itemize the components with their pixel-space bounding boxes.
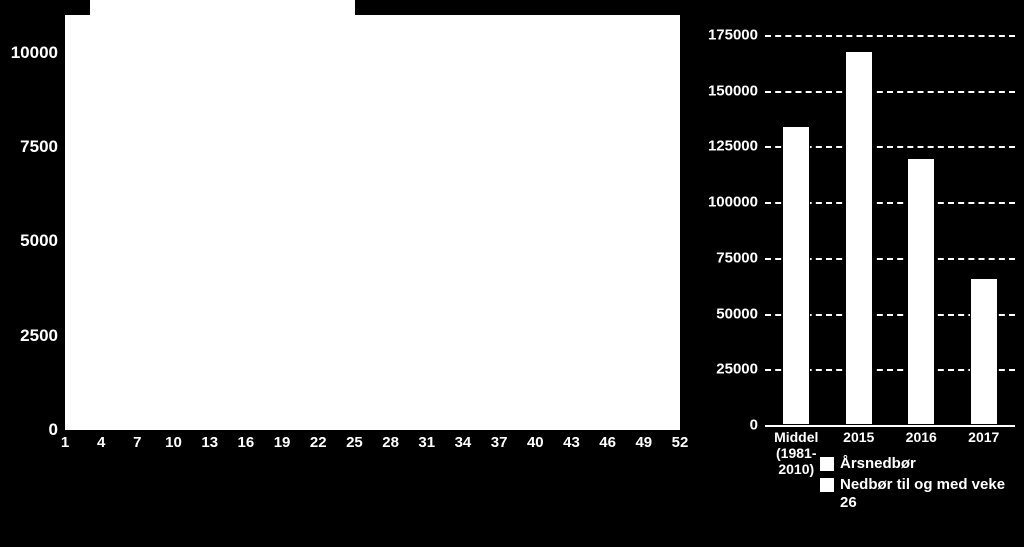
x-tick-label: 37 xyxy=(491,434,508,451)
legend-label: Årsnedbør xyxy=(840,455,916,472)
x-tick-label: 1 xyxy=(61,434,69,451)
x-tick-label: 16 xyxy=(238,434,255,451)
bar xyxy=(907,158,935,425)
y-tick-label: 10000 xyxy=(0,43,58,63)
x-tick-label: 40 xyxy=(527,434,544,451)
legend-swatch-icon xyxy=(820,457,834,471)
bar xyxy=(970,278,998,425)
y-tick-label: 7500 xyxy=(0,137,58,157)
left-line-chart: 0 2500 5000 7500 10000 1 4 7 10 13 16 19 22 25 28 31 34… xyxy=(0,0,690,465)
right-plot-area xyxy=(765,35,1015,425)
y-tick-label: 0 xyxy=(0,420,58,440)
x-tick-label: 2016 xyxy=(892,429,951,445)
y-tick-label: 175000 xyxy=(700,27,758,44)
legend-item-arsnedbor: Årsnedbør xyxy=(820,455,1020,472)
legend-label: Nedbør til og med veke 26 xyxy=(840,476,1020,511)
y-tick-label: 5000 xyxy=(0,231,58,251)
y-tick-label: 25000 xyxy=(700,361,758,378)
x-tick-label: 2017 xyxy=(955,429,1014,445)
x-tick-label: 25 xyxy=(346,434,363,451)
y-tick-label: 50000 xyxy=(700,305,758,322)
baseline xyxy=(765,425,1015,427)
x-tick-label: 10 xyxy=(165,434,182,451)
x-tick-label: 43 xyxy=(563,434,580,451)
x-tick-label: 19 xyxy=(274,434,291,451)
x-tick-label: 46 xyxy=(599,434,616,451)
left-title-box xyxy=(90,0,355,35)
y-tick-label: 2500 xyxy=(0,326,58,346)
y-tick-label: 150000 xyxy=(700,82,758,99)
y-tick-label: 125000 xyxy=(700,138,758,155)
legend-swatch-icon xyxy=(820,478,834,492)
x-tick-label: 52 xyxy=(672,434,689,451)
x-tick-label: 13 xyxy=(201,434,218,451)
x-tick-label: 34 xyxy=(455,434,472,451)
x-tick-label: Middel(1981-2010) xyxy=(767,429,826,477)
right-legend: Årsnedbør Nedbør til og med veke 26 xyxy=(820,455,1020,515)
y-tick-label: 75000 xyxy=(700,249,758,266)
x-tick-label: 49 xyxy=(635,434,652,451)
y-tick-label: 100000 xyxy=(700,194,758,211)
y-tick-label: 0 xyxy=(700,417,758,434)
bar xyxy=(782,126,810,425)
x-tick-label: 31 xyxy=(418,434,435,451)
right-bar-chart: 0 25000 50000 75000 100000 125000 150000 175000… xyxy=(700,25,1020,545)
x-tick-label: 28 xyxy=(382,434,399,451)
x-tick-label: 2015 xyxy=(830,429,889,445)
bar xyxy=(845,51,873,425)
chart-canvas: 0 2500 5000 7500 10000 1 4 7 10 13 16 19 22 25 28 31 34… xyxy=(0,0,1024,547)
x-tick-label: 22 xyxy=(310,434,327,451)
x-tick-label: 7 xyxy=(133,434,141,451)
legend-item-nedbor-veke26: Nedbør til og med veke 26 xyxy=(820,476,1020,511)
left-plot-area xyxy=(65,15,680,430)
x-tick-label: 4 xyxy=(97,434,105,451)
